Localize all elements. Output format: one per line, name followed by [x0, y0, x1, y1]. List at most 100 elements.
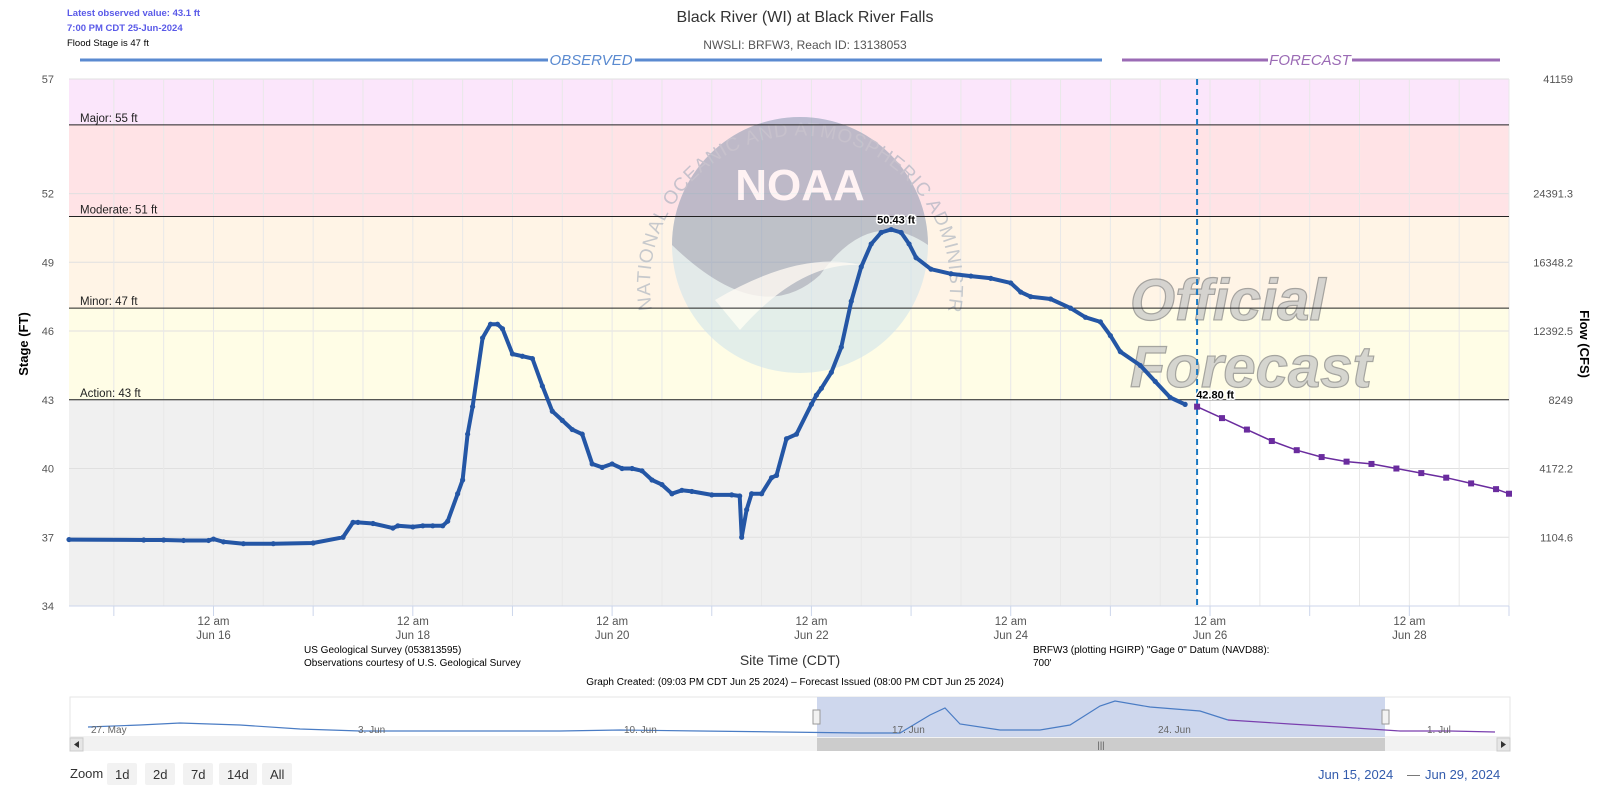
forecast-point: [1293, 447, 1300, 454]
navigator-handle-left[interactable]: [812, 709, 821, 725]
forecast-point: [1493, 486, 1500, 493]
observed-point: [988, 275, 994, 281]
forecast-point: [1468, 480, 1475, 487]
observed-point: [773, 472, 780, 478]
observed-point: [898, 229, 904, 236]
observed-point: [629, 465, 635, 472]
x-tick-label: 12 am: [198, 616, 230, 628]
zoom-2d-button[interactable]: 2d: [145, 763, 176, 785]
x-tick-label: 12 am: [596, 616, 628, 628]
observed-point: [669, 491, 675, 497]
observed-point: [210, 536, 217, 542]
y-right-tick-label: 8249: [1549, 395, 1573, 407]
zoom-14d-button[interactable]: 14d: [219, 763, 257, 785]
observed-point: [589, 461, 595, 467]
observed-point: [479, 335, 486, 341]
observed-point: [1067, 305, 1074, 311]
observed-point: [639, 468, 645, 474]
observed-point: [579, 431, 585, 437]
x-tick-label: Jun 16: [196, 630, 231, 642]
x-tick-label: Jun 24: [993, 630, 1028, 642]
x-tick-label: 12 am: [397, 616, 429, 628]
observed-point: [1137, 362, 1143, 369]
observed-point: [410, 524, 416, 530]
arrow-left-icon: [74, 741, 79, 748]
observed-point: [509, 351, 516, 357]
navigator-observed-line: [87, 700, 1229, 734]
observed-point: [709, 492, 715, 498]
flood-band: [69, 79, 1509, 125]
observed-point: [370, 520, 376, 527]
y-right-tick-label: 12392.5: [1533, 326, 1573, 338]
x-tick-label: Jun 28: [1392, 630, 1427, 642]
axes: 34 37 40 43 46 49 52 57 1104.6 4172.2 8249 12392.5 1…: [42, 74, 1573, 642]
range-from-date[interactable]: Jun 15, 2024: [1318, 767, 1394, 782]
range-dash: —: [1407, 767, 1420, 782]
observed-point: [1018, 289, 1024, 295]
datum-note: BRFW3 (plotting HGIRP) "Gage 0" Datum (N…: [1033, 645, 1269, 656]
observed-point: [689, 488, 695, 495]
datum-value: 700': [1033, 658, 1052, 669]
zoom-7d-button[interactable]: 7d: [183, 763, 214, 785]
observed-point: [828, 369, 834, 375]
official-forecast-watermark: Official Forecast: [1129, 267, 1375, 400]
observed-point: [968, 273, 974, 279]
observed-point: [455, 491, 461, 497]
series: [66, 226, 1512, 547]
x-tick-label: Jun 26: [1193, 630, 1228, 642]
threshold-label: Minor: 47 ft: [80, 296, 138, 308]
observed-point: [465, 431, 471, 437]
navigator-selection: [817, 697, 1385, 737]
observed-point: [868, 241, 874, 247]
forecast-point: [1243, 426, 1250, 433]
navigator-scrollbar-thumb[interactable]: [817, 738, 1385, 751]
observed-point: [66, 536, 72, 543]
latest-observed-time: 7:00 PM CDT 25-Jun-2024: [67, 23, 183, 34]
observed-point: [838, 344, 844, 350]
navigator-label: 24. Jun: [1158, 725, 1191, 736]
zoom-1d-button[interactable]: 1d: [107, 763, 138, 785]
observed-point: [783, 436, 790, 442]
observed-point: [519, 353, 526, 359]
data-label: 50.43 ft: [877, 215, 915, 227]
y-tick-label: 49: [42, 257, 54, 269]
forecast-text: Forecast: [1130, 335, 1374, 400]
observed-point: [529, 355, 535, 362]
observed-point: [818, 385, 824, 391]
observed-point: [340, 534, 346, 540]
observed-point: [240, 541, 246, 547]
observed-point: [768, 475, 775, 481]
observed-point: [913, 255, 919, 261]
chart-subtitle: NWSLI: BRFW3, Reach ID: 13138053: [703, 38, 907, 52]
zoom-all-button[interactable]: All: [262, 763, 293, 785]
x-tick-label: Jun 20: [595, 630, 630, 642]
observed-point: [744, 507, 750, 513]
navigator-label: 27. May: [91, 725, 127, 736]
observed-point: [679, 487, 685, 493]
observed-point: [848, 298, 854, 304]
observed-point: [1117, 349, 1123, 355]
observed-point: [1097, 319, 1104, 325]
observed-point: [1167, 394, 1173, 401]
observed-point: [1028, 294, 1034, 300]
forecast-point: [1506, 490, 1512, 497]
forecast-point: [1268, 438, 1275, 445]
forecast-point: [1368, 460, 1375, 467]
threshold-lines: Action: 43 ft Minor: 47 ft Moderate: 51 ft…: [69, 79, 1509, 606]
range-to-date[interactable]: Jun 29, 2024: [1425, 767, 1501, 782]
observed-point: [499, 326, 506, 332]
navigator-handle-right[interactable]: [1381, 709, 1390, 725]
observed-point: [1182, 401, 1188, 407]
observed-point: [739, 534, 745, 540]
navigator[interactable]: 27. May 3. Jun 10. Jun 17. Jun 24. Jun 1…: [69, 696, 1511, 752]
y-tick-label: 46: [42, 326, 54, 338]
forecast-series-line: [1196, 406, 1510, 495]
x-tick-label: Jun 22: [794, 630, 829, 642]
observed-point: [310, 540, 316, 546]
observed-point: [220, 539, 227, 545]
observed-point: [549, 408, 555, 414]
y-right-tick-label: 41159: [1543, 74, 1573, 86]
observed-point: [1047, 296, 1054, 302]
y-right-axis-title: Flow (CFS): [1577, 310, 1592, 378]
observed-point: [559, 417, 565, 424]
